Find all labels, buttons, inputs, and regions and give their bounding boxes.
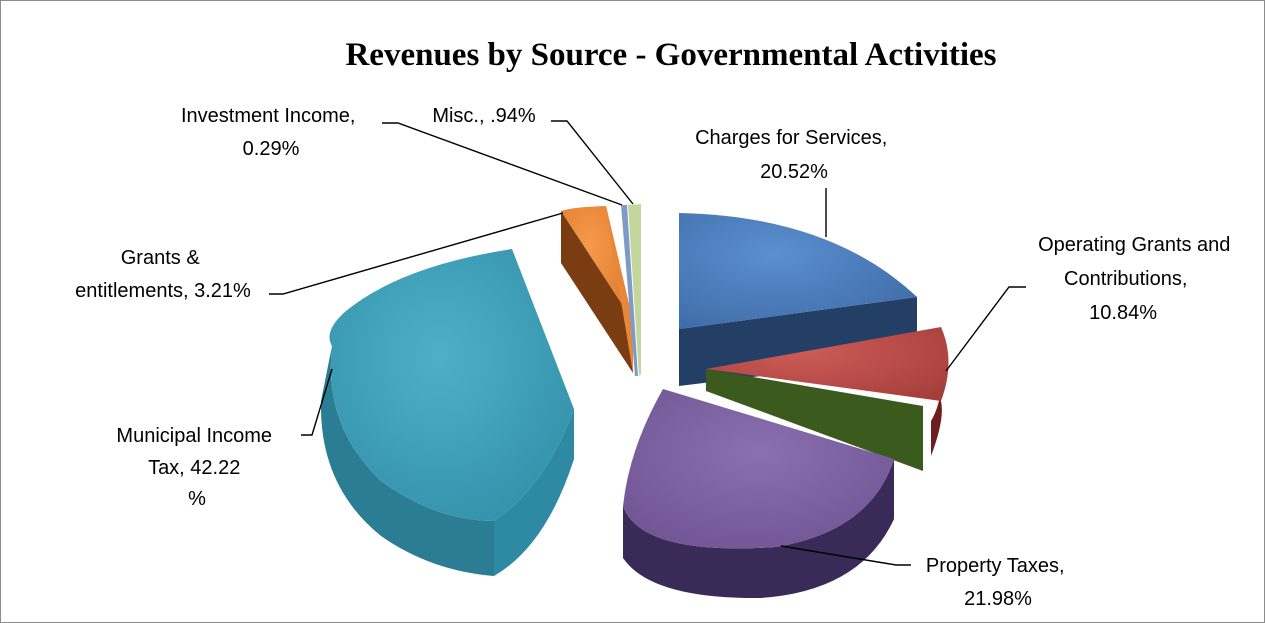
data-label-property-taxes: Property Taxes, 21.98% [926,555,1070,610]
leader-line-investment-income [382,122,623,206]
slice-grants-entitlements [561,206,633,321]
slice-charges-for-services [679,213,917,329]
data-label-operating-grants-contributions: Operating Grants and Contributions, 10.8… [1038,234,1236,324]
slice-side-operating-grants-green [706,369,923,471]
slice-grants-entitlements-front [606,206,633,373]
data-label-charges-for-services: Charges for Services, 20.52% [695,127,893,183]
leader-line-operating-grants [945,286,1026,372]
slice-operating-grants-contributions [706,327,949,401]
slice-investment-income [621,205,638,376]
data-label-misc: Misc., .94% [432,105,536,127]
slice-side-municipal-income-tax [320,346,494,576]
slice-side-municipal-income-tax-right [494,409,574,576]
slice-municipal-income-tax [329,249,574,521]
slice-property-taxes [623,389,894,549]
slice-side-operating-grants [931,346,943,456]
data-label-municipal-income-tax: Municipal Income Tax, 42.22 % [116,425,277,510]
leader-line-grants-entitlements [269,212,564,295]
leader-line-property-taxes [780,545,911,566]
slice-misc [628,204,641,376]
leader-line-municipal-income-tax [301,368,333,436]
leader-line-misc [551,120,634,205]
chart-title: Revenues by Source - Governmental Activi… [345,37,996,73]
slice-side-grants-entitlements [561,211,633,373]
data-label-grants-entitlements: Grants & entitlements, 3.21% [75,247,251,302]
data-label-investment-income: Investment Income, 0.29% [181,105,361,160]
slice-side-property-taxes [623,459,894,599]
